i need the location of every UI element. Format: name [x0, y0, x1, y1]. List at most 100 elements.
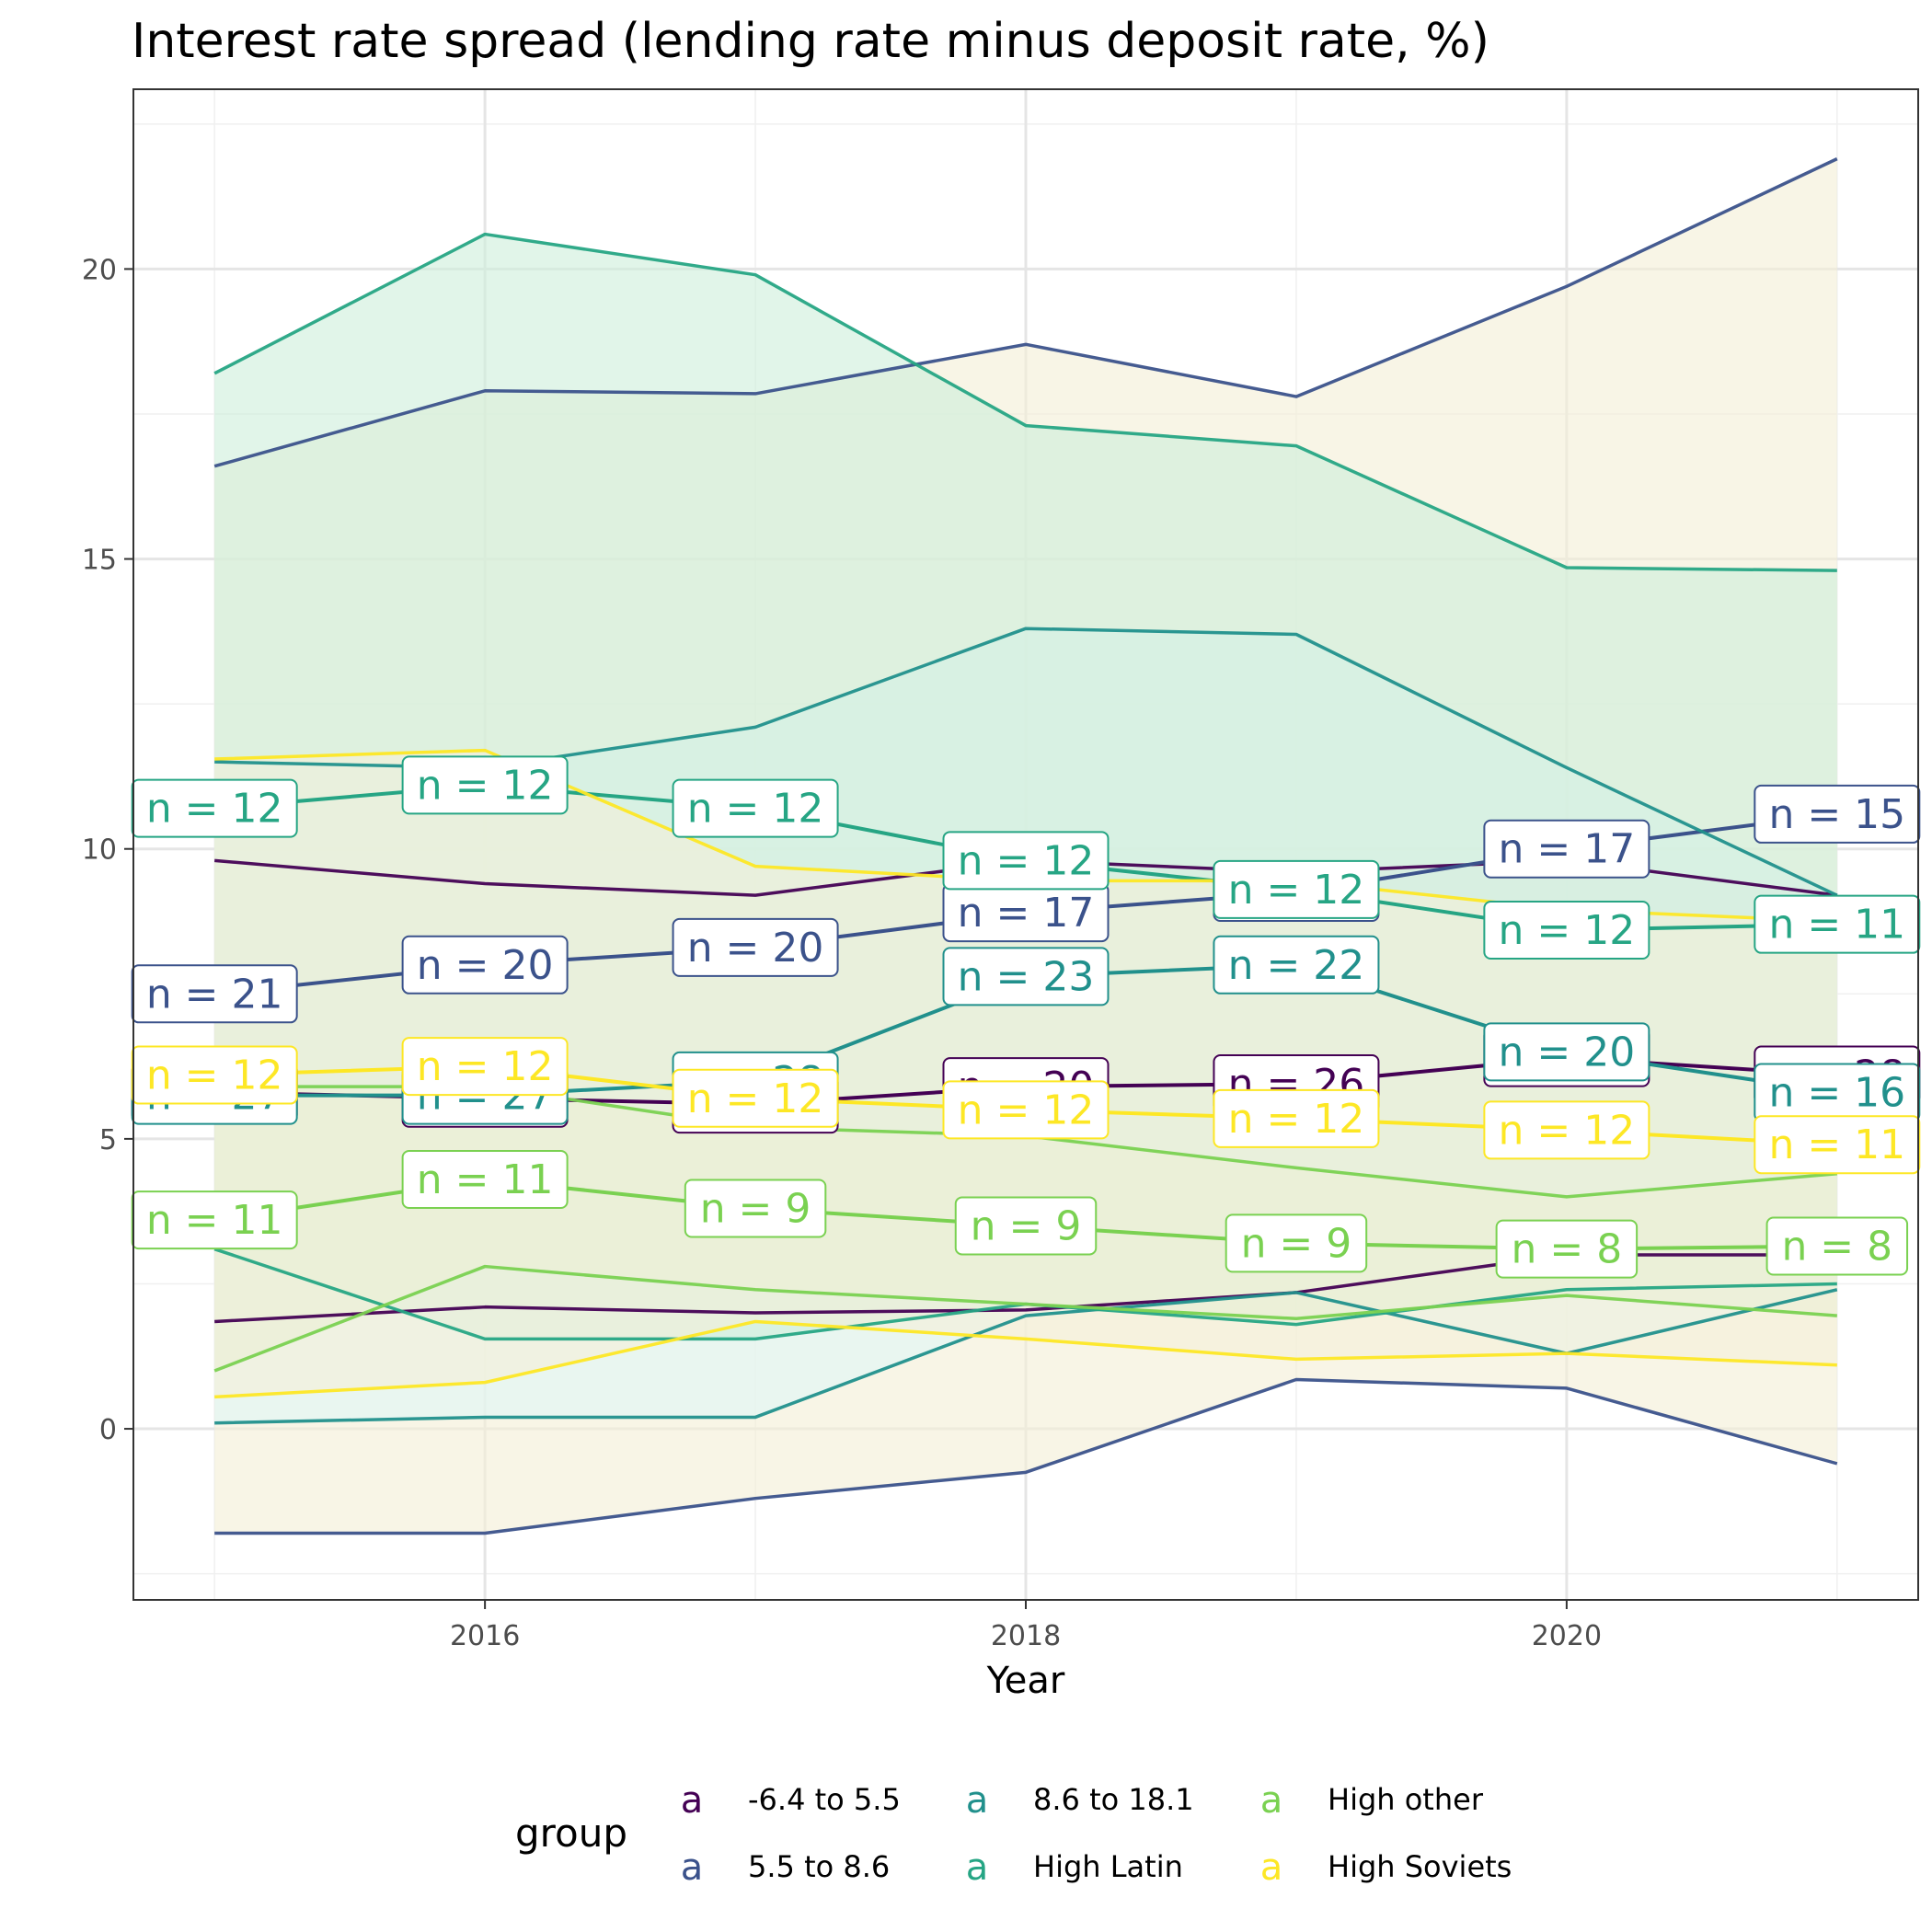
n-label-box [131, 778, 298, 838]
legend-key: a [1260, 1846, 1283, 1889]
n-label-text: n = 11 [1768, 902, 1905, 949]
n-label-box [401, 1150, 569, 1210]
n-label: n = 11 [131, 1190, 298, 1250]
y-tick-label: 0 [99, 1414, 117, 1446]
n-label-text: n = 20 [417, 942, 554, 989]
n-label-text: n = 11 [146, 1197, 283, 1244]
legend-title: group [515, 1811, 627, 1856]
series-line-lower [214, 1319, 1837, 1399]
n-label-text: n = 15 [1768, 791, 1905, 838]
n-label-box [684, 1179, 827, 1238]
n-label-text: n = 12 [958, 1087, 1095, 1133]
n-label-text: n = 9 [700, 1186, 811, 1233]
n-label: n = 9 [954, 1196, 1098, 1256]
legend-item: a High other [1260, 1779, 1484, 1822]
n-label-box [942, 947, 1110, 1006]
legend-label: -6.4 to 5.5 [748, 1782, 901, 1817]
n-label: n = 12 [401, 755, 569, 815]
n-label-box [1483, 819, 1650, 879]
legend-item: a -6.4 to 5.5 [681, 1779, 901, 1822]
n-label-text: n = 11 [417, 1156, 554, 1203]
chart-title: Interest rate spread (lending rate minus… [132, 14, 1489, 69]
n-label-box [1754, 784, 1921, 844]
n-label-box [1225, 1213, 1368, 1273]
n-label-text: n = 9 [971, 1202, 1082, 1249]
n-label: n = 12 [672, 778, 839, 838]
n-label: n = 12 [1213, 1088, 1380, 1148]
n-label-box [1754, 894, 1921, 954]
n-label-box [1765, 1216, 1909, 1276]
n-label: n = 16 [1754, 1063, 1921, 1122]
n-label: n = 8 [1495, 1219, 1639, 1279]
y-tick-label: 10 [82, 834, 117, 867]
n-label-box [672, 1068, 839, 1128]
n-label: n = 12 [1483, 1100, 1650, 1160]
legend-item: a 5.5 to 8.6 [681, 1846, 891, 1889]
series-line-lower [213, 1264, 1837, 1373]
n-label-box [401, 755, 569, 815]
n-label-box [131, 1045, 298, 1105]
y-axis: 0 5 10 15 20 [82, 254, 133, 1446]
n-label: n = 8 [1765, 1216, 1909, 1276]
x-axis: 2016 2018 2020 [450, 1600, 1602, 1652]
n-label: n = 12 [1483, 900, 1650, 960]
n-label-box [672, 778, 839, 838]
n-label: n = 12 [942, 831, 1110, 891]
n-label: n = 23 [942, 947, 1110, 1006]
x-tick-label: 2016 [450, 1620, 520, 1652]
n-label-text: n = 12 [687, 1075, 824, 1122]
legend-key: a [966, 1779, 989, 1822]
n-label-text: n = 9 [1241, 1220, 1352, 1267]
legend-key: a [1260, 1779, 1283, 1822]
n-label: n = 12 [1213, 859, 1380, 919]
n-label-box [942, 1080, 1110, 1140]
legend-label: High other [1328, 1782, 1484, 1817]
series-line-upper [213, 232, 1837, 572]
legend-item: a High Latin [966, 1846, 1183, 1889]
n-label-text: n = 21 [146, 971, 283, 1018]
n-label: n = 20 [672, 917, 839, 977]
count-labels: n = 24n = 21n = 23n = 20n = 26n = 28n = … [131, 755, 1921, 1279]
n-label: n = 12 [942, 1080, 1110, 1140]
n-label-text: n = 22 [1228, 942, 1365, 989]
n-label-box [942, 831, 1110, 891]
n-label-text: n = 12 [1499, 907, 1636, 954]
n-label: n = 17 [1483, 819, 1650, 879]
n-label: n = 20 [401, 935, 569, 995]
n-label-box [401, 935, 569, 995]
n-label-text: n = 8 [1781, 1224, 1892, 1271]
n-label-box [1495, 1219, 1639, 1279]
n-label-text: n = 12 [687, 786, 824, 833]
n-label-box [401, 1037, 569, 1097]
n-label-box [1483, 1100, 1650, 1160]
n-label-box [131, 964, 298, 1024]
legend-key: a [966, 1846, 989, 1889]
n-label-box [131, 1190, 298, 1250]
n-label-text: n = 12 [146, 1052, 283, 1099]
n-label-box [1213, 1088, 1380, 1148]
n-label-text: n = 12 [417, 1043, 554, 1090]
x-tick-label: 2020 [1532, 1620, 1602, 1652]
legend-item: a 8.6 to 18.1 [966, 1779, 1194, 1822]
n-label-box [1483, 1022, 1650, 1082]
n-label-text: n = 8 [1512, 1226, 1623, 1273]
n-label: n = 12 [131, 778, 298, 838]
n-label-box [1213, 859, 1380, 919]
n-label-text: n = 23 [958, 953, 1095, 1000]
y-tick-label: 15 [82, 545, 117, 577]
n-label: n = 12 [672, 1068, 839, 1128]
n-label: n = 15 [1754, 784, 1921, 844]
n-label-text: n = 12 [146, 786, 283, 833]
n-label: n = 11 [401, 1150, 569, 1210]
n-label: n = 12 [401, 1037, 569, 1097]
n-label-text: n = 12 [1499, 1107, 1636, 1154]
n-label-text: n = 11 [1768, 1121, 1905, 1168]
n-label-text: n = 12 [417, 762, 554, 809]
legend-label: High Latin [1033, 1849, 1183, 1884]
n-label: n = 9 [684, 1179, 827, 1238]
n-label-text: n = 12 [1228, 1096, 1365, 1143]
n-label-box [1483, 900, 1650, 960]
n-label-text: n = 12 [958, 837, 1095, 884]
legend-key: a [681, 1779, 704, 1822]
